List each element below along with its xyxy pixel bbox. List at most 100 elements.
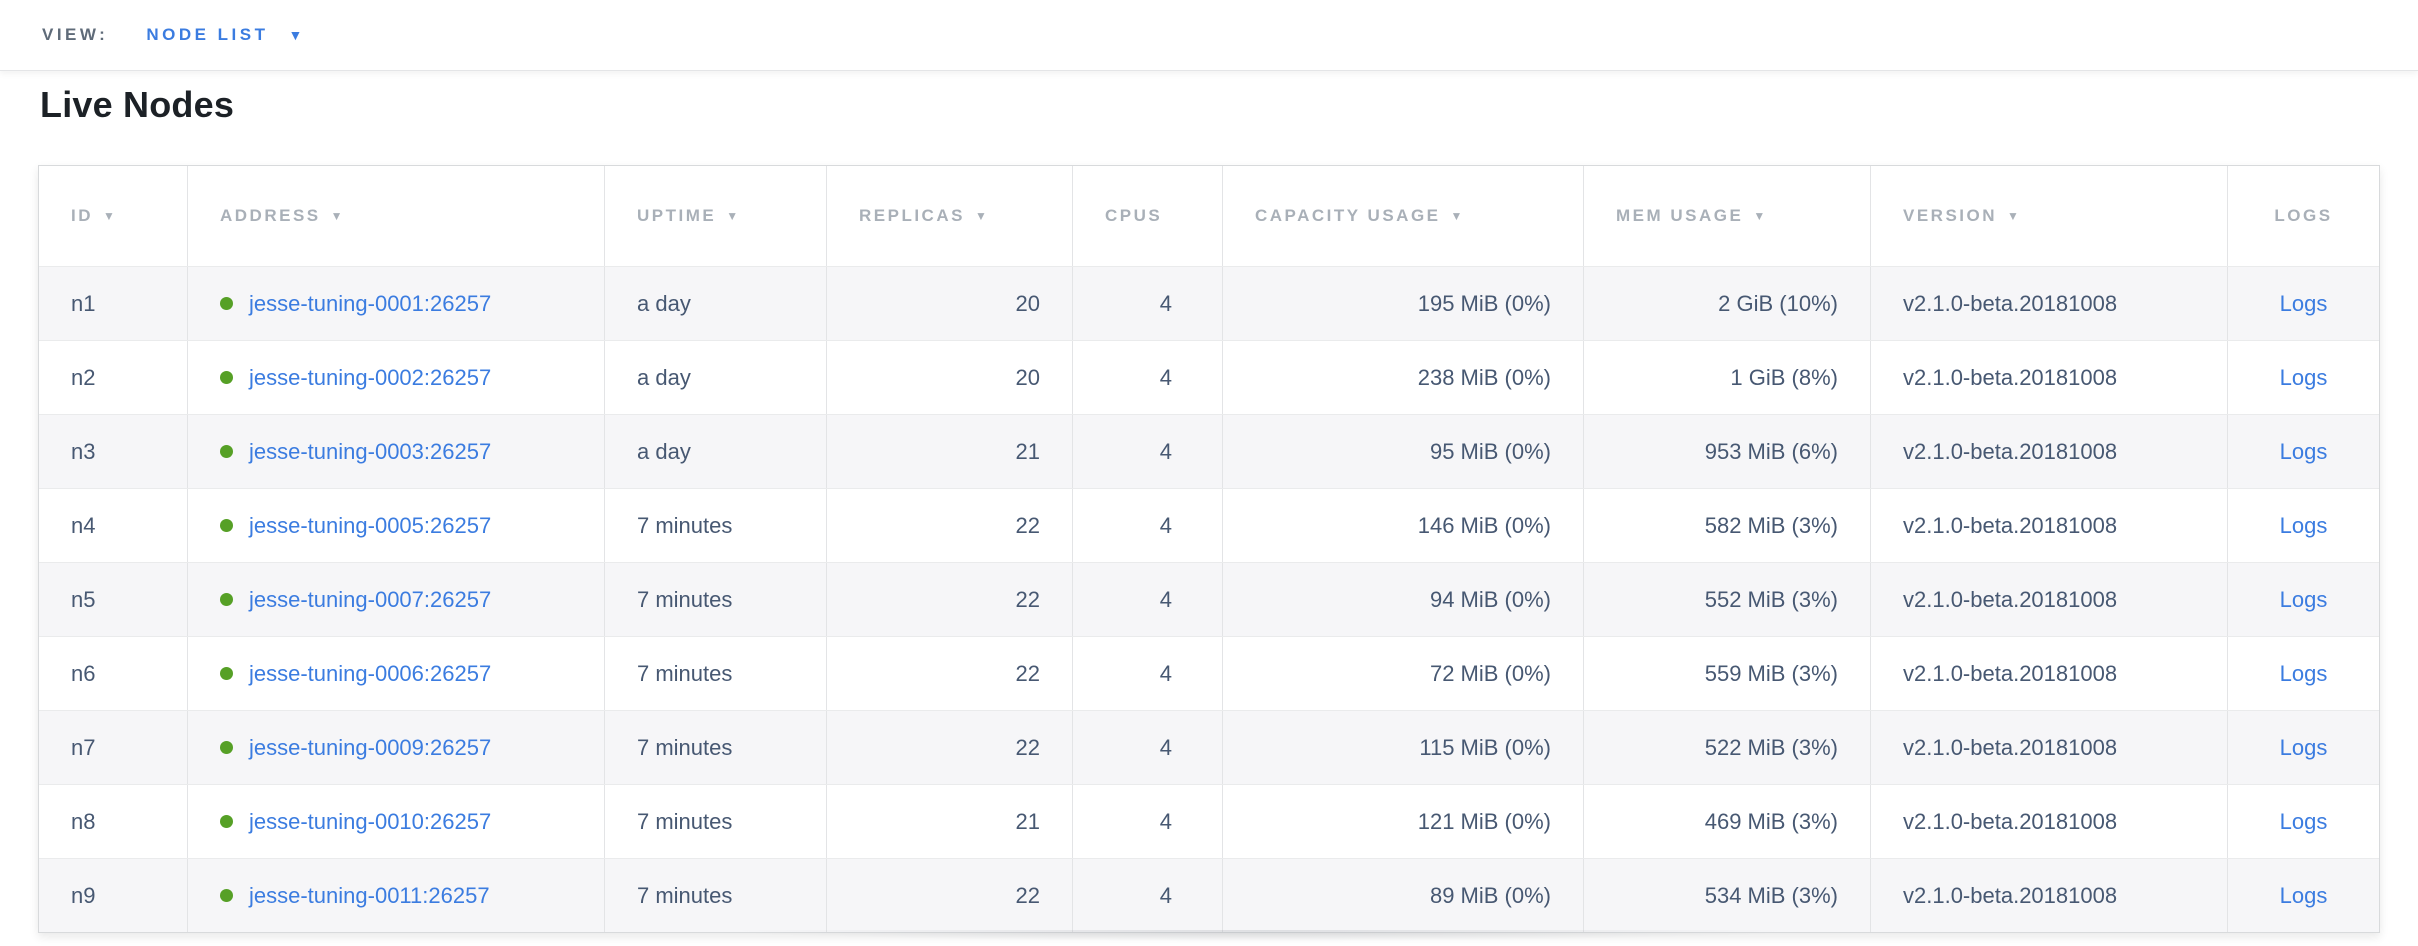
- cell-replicas: 21: [827, 415, 1073, 488]
- node-healthy-icon: [220, 593, 233, 606]
- cell-capacity: 95 MiB (0%): [1223, 415, 1584, 488]
- node-healthy-icon: [220, 371, 233, 384]
- node-logs-link[interactable]: Logs: [2279, 808, 2328, 834]
- cell-id: n1: [39, 267, 188, 340]
- column-header-uptime[interactable]: UPTIME ▼: [605, 166, 827, 266]
- cell-uptime: a day: [605, 341, 827, 414]
- cell-replicas: 22: [827, 637, 1073, 710]
- cell-cpus: 4: [1073, 785, 1223, 858]
- node-logs-link[interactable]: Logs: [2279, 290, 2328, 316]
- cell-cpus: 4: [1073, 859, 1223, 932]
- cell-cpus: 4: [1073, 637, 1223, 710]
- cell-capacity: 121 MiB (0%): [1223, 785, 1584, 858]
- column-header-mem[interactable]: MEM USAGE ▼: [1584, 166, 1871, 266]
- node-address-link[interactable]: jesse-tuning-0001:26257: [249, 290, 492, 316]
- cell-logs: Logs: [2228, 711, 2379, 784]
- cell-logs: Logs: [2228, 415, 2379, 488]
- cell-address: jesse-tuning-0010:26257: [188, 785, 605, 858]
- cell-version: v2.1.0-beta.20181008: [1871, 563, 2228, 636]
- cell-version: v2.1.0-beta.20181008: [1871, 711, 2228, 784]
- node-logs-link[interactable]: Logs: [2279, 364, 2328, 390]
- live-nodes-table: ID ▼ ADDRESS ▼ UPTIME ▼ REPLICAS ▼ CPUS CAPACITY …: [38, 165, 2380, 933]
- node-logs-link[interactable]: Logs: [2279, 734, 2328, 760]
- cell-replicas: 22: [827, 859, 1073, 932]
- column-header-label: VERSION: [1903, 206, 1998, 225]
- cell-mem: 953 MiB (6%): [1584, 415, 1871, 488]
- column-header-label: LOGS: [2274, 206, 2333, 225]
- cell-version: v2.1.0-beta.20181008: [1871, 341, 2228, 414]
- cell-logs: Logs: [2228, 489, 2379, 562]
- cell-logs: Logs: [2228, 563, 2379, 636]
- node-healthy-icon: [220, 519, 233, 532]
- column-header-label: ID: [71, 206, 93, 225]
- cell-mem: 559 MiB (3%): [1584, 637, 1871, 710]
- cell-version: v2.1.0-beta.20181008: [1871, 489, 2228, 562]
- cell-address: jesse-tuning-0007:26257: [188, 563, 605, 636]
- page-title: Live Nodes: [40, 84, 235, 125]
- cell-capacity: 195 MiB (0%): [1223, 267, 1584, 340]
- sort-desc-icon: ▼: [2007, 209, 2019, 223]
- node-address-link[interactable]: jesse-tuning-0006:26257: [249, 660, 492, 686]
- node-healthy-icon: [220, 297, 233, 310]
- cell-id: n6: [39, 637, 188, 710]
- cell-capacity: 115 MiB (0%): [1223, 711, 1584, 784]
- view-dropdown-value: NODE LIST: [146, 25, 269, 44]
- table-row: n6 jesse-tuning-0006:26257 7 minutes 22 4 72 …: [39, 636, 2379, 710]
- column-header-id[interactable]: ID ▼: [39, 166, 188, 266]
- column-header-cpus: CPUS: [1073, 166, 1223, 266]
- node-address-link[interactable]: jesse-tuning-0007:26257: [249, 586, 492, 612]
- column-header-label: CAPACITY USAGE: [1255, 206, 1441, 225]
- view-label: VIEW:: [42, 25, 109, 44]
- node-address-link[interactable]: jesse-tuning-0002:26257: [249, 364, 492, 390]
- node-address-link[interactable]: jesse-tuning-0010:26257: [249, 808, 492, 834]
- cell-id: n9: [39, 859, 188, 932]
- sort-desc-icon: ▼: [726, 209, 739, 223]
- node-logs-link[interactable]: Logs: [2279, 438, 2328, 464]
- cell-mem: 2 GiB (10%): [1584, 267, 1871, 340]
- cell-mem: 522 MiB (3%): [1584, 711, 1871, 784]
- column-header-replicas[interactable]: REPLICAS ▼: [827, 166, 1073, 266]
- cell-address: jesse-tuning-0003:26257: [188, 415, 605, 488]
- column-header-label: UPTIME: [637, 206, 717, 225]
- cell-address: jesse-tuning-0005:26257: [188, 489, 605, 562]
- column-header-capacity[interactable]: CAPACITY USAGE ▼: [1223, 166, 1584, 266]
- cell-version: v2.1.0-beta.20181008: [1871, 415, 2228, 488]
- chevron-down-icon: ▼: [288, 27, 303, 43]
- node-healthy-icon: [220, 889, 233, 902]
- cell-replicas: 22: [827, 489, 1073, 562]
- cell-capacity: 94 MiB (0%): [1223, 563, 1584, 636]
- node-logs-link[interactable]: Logs: [2279, 586, 2328, 612]
- node-address-link[interactable]: jesse-tuning-0005:26257: [249, 512, 492, 538]
- node-logs-link[interactable]: Logs: [2279, 512, 2328, 538]
- column-header-address[interactable]: ADDRESS ▼: [188, 166, 605, 266]
- cell-logs: Logs: [2228, 785, 2379, 858]
- table-header-row: ID ▼ ADDRESS ▼ UPTIME ▼ REPLICAS ▼ CPUS CAPACITY …: [39, 166, 2379, 266]
- cell-address: jesse-tuning-0002:26257: [188, 341, 605, 414]
- table-row: n2 jesse-tuning-0002:26257 a day 20 4 238 MiB…: [39, 340, 2379, 414]
- column-header-version[interactable]: VERSION ▼: [1871, 166, 2228, 266]
- cell-address: jesse-tuning-0006:26257: [188, 637, 605, 710]
- cell-cpus: 4: [1073, 415, 1223, 488]
- table-row: n5 jesse-tuning-0007:26257 7 minutes 22 4 94 …: [39, 562, 2379, 636]
- view-dropdown[interactable]: NODE LIST ▼: [146, 25, 302, 45]
- cell-mem: 1 GiB (8%): [1584, 341, 1871, 414]
- node-address-link[interactable]: jesse-tuning-0009:26257: [249, 734, 492, 760]
- column-header-logs: LOGS: [2228, 166, 2379, 266]
- cell-uptime: 7 minutes: [605, 859, 827, 932]
- cell-logs: Logs: [2228, 267, 2379, 340]
- cell-mem: 582 MiB (3%): [1584, 489, 1871, 562]
- table-body: n1 jesse-tuning-0001:26257 a day 20 4 195 MiB…: [39, 266, 2379, 932]
- cell-id: n4: [39, 489, 188, 562]
- table-row: n9 jesse-tuning-0011:26257 7 minutes 22 4 89 …: [39, 858, 2379, 932]
- cell-uptime: 7 minutes: [605, 563, 827, 636]
- node-logs-link[interactable]: Logs: [2279, 660, 2328, 686]
- sort-desc-icon: ▼: [103, 209, 115, 223]
- node-logs-link[interactable]: Logs: [2279, 882, 2328, 908]
- cell-version: v2.1.0-beta.20181008: [1871, 637, 2228, 710]
- cell-version: v2.1.0-beta.20181008: [1871, 267, 2228, 340]
- cell-logs: Logs: [2228, 341, 2379, 414]
- table-row: n7 jesse-tuning-0009:26257 7 minutes 22 4 115…: [39, 710, 2379, 784]
- node-address-link[interactable]: jesse-tuning-0011:26257: [249, 882, 490, 908]
- table-row: n4 jesse-tuning-0005:26257 7 minutes 22 4 146…: [39, 488, 2379, 562]
- node-address-link[interactable]: jesse-tuning-0003:26257: [249, 438, 492, 464]
